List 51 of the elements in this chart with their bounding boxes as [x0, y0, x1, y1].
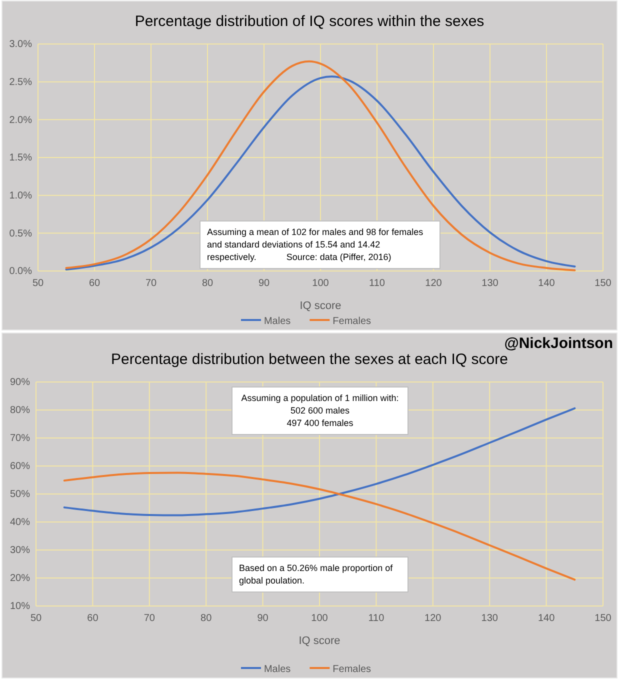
x-tick-label: 60	[87, 613, 99, 624]
x-tick-label: 140	[538, 278, 556, 290]
x-tick-label: 130	[482, 278, 499, 290]
annotation: Assuming a mean of 102 for males and 98 for females and standard deviations of 15.54 and 14.42 respectively. Source: data (Piffer, 2016)	[207, 227, 424, 262]
legend-label: Males	[264, 316, 291, 327]
x-tick-label: 60	[88, 278, 100, 290]
x-tick-label: 90	[258, 278, 270, 290]
legend-label: Males	[264, 664, 291, 675]
y-tick-label: 3.0%	[9, 39, 32, 50]
y-tick-label: 90%	[10, 377, 30, 388]
y-tick-label: 40%	[10, 517, 30, 528]
x-tick-label: 130	[481, 613, 498, 624]
y-tick-label: 20%	[10, 573, 30, 584]
y-tick-label: 50%	[10, 489, 30, 500]
annotation: Based on a 50.26% male proportion of global poulation.	[239, 563, 394, 586]
x-tick-label: 50	[32, 278, 44, 290]
line-series	[63, 407, 576, 516]
x-tick-label: 120	[424, 613, 442, 624]
y-tick-label: 2.5%	[9, 77, 32, 88]
y-tick-label: 0.5%	[9, 228, 32, 240]
x-tick-label: 50	[30, 613, 42, 624]
y-tick-label: 60%	[10, 461, 30, 472]
y-tick-label: 80%	[10, 405, 30, 416]
x-tick-label: 80	[200, 613, 212, 624]
legend-label: Females	[332, 664, 372, 675]
x-tick-label: 80	[202, 278, 214, 290]
text: @NickJointson	[504, 335, 613, 352]
y-tick-label: 1.0%	[9, 190, 32, 202]
x-tick-label: 110	[369, 278, 386, 290]
y-tick-label: 0.0%	[9, 266, 32, 278]
legend-label: Females	[332, 316, 372, 327]
x-tick-label: 100	[312, 278, 330, 290]
chart-title: Percentage distribution between the sexes at each IQ score	[111, 351, 508, 368]
x-tick-label: 100	[311, 613, 328, 624]
chart-title: Percentage distribution of IQ scores within the sexes	[134, 13, 484, 30]
y-tick-label: 1.5%	[9, 152, 32, 164]
annotation: Assuming a population of 1 million with: 502 600 males 497 400 females	[241, 393, 399, 428]
x-axis-title: IQ score	[298, 635, 340, 647]
x-tick-label: 140	[538, 613, 556, 624]
y-tick-label: 2.0%	[9, 114, 32, 126]
x-tick-label: 70	[145, 278, 157, 290]
x-tick-label: 150	[594, 278, 612, 290]
x-tick-label: 110	[368, 613, 385, 624]
x-tick-label: 120	[425, 278, 442, 290]
x-tick-label: 150	[594, 613, 612, 624]
y-tick-label: 10%	[10, 601, 30, 612]
x-axis-title: IQ score	[300, 300, 342, 312]
y-tick-label: 70%	[10, 433, 30, 444]
y-tick-label: 30%	[10, 545, 30, 556]
x-tick-label: 70	[144, 613, 156, 624]
x-tick-label: 90	[257, 613, 269, 624]
